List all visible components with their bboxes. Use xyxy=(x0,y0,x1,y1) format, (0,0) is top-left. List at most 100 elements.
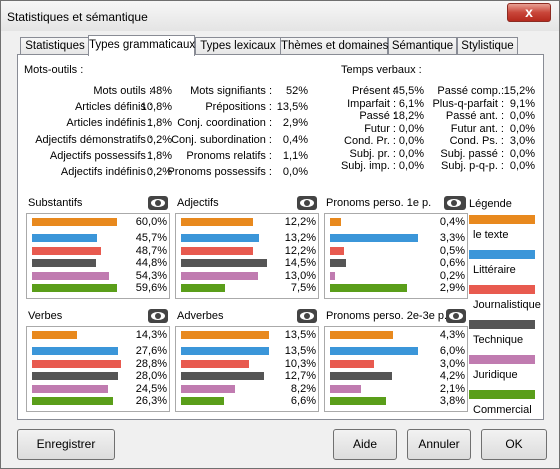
stat-value: 48% xyxy=(149,85,172,97)
chart-value: 8,2% xyxy=(290,382,316,395)
chart-value: 3,8% xyxy=(439,395,465,408)
legend-swatch xyxy=(469,215,535,224)
chart-bar xyxy=(181,234,259,242)
window-title: Statistiques et sémantique xyxy=(7,10,148,24)
chart-value: 27,6% xyxy=(135,345,167,357)
chart-bar xyxy=(330,372,392,381)
close-button[interactable]: x xyxy=(507,3,551,22)
legend-swatch xyxy=(469,285,535,294)
chart-value: 45,7% xyxy=(135,232,167,244)
tab-types-lexicaux[interactable]: Types lexicaux xyxy=(195,37,281,55)
chart-value: 0,4% xyxy=(439,216,465,228)
chart-bar xyxy=(330,359,374,368)
chart-bar xyxy=(330,384,361,393)
tab-themes-et-domaines[interactable]: Thèmes et domaines xyxy=(280,37,388,55)
legend-swatch xyxy=(469,355,535,364)
chart-5: Pronoms perso. 2e-3e p. 4,3% 6,0% 3,0% 4,2% 2… xyxy=(324,308,468,414)
legend-label: Juridique xyxy=(473,369,518,381)
stat-label: Articles définis : xyxy=(74,101,152,114)
tense-value: 15,2% xyxy=(503,85,535,97)
legend-label: Technique xyxy=(473,334,524,346)
chart-bar xyxy=(181,397,224,406)
tense-value: 9,1% xyxy=(509,97,535,110)
chart-bar xyxy=(181,218,253,226)
tense-value: 0,0% xyxy=(398,160,424,172)
chart-value: 6,0% xyxy=(439,345,465,357)
stat-label: Adjectifs indéfinis : xyxy=(60,166,152,178)
tense-label: Futur ant. : xyxy=(450,122,504,135)
tense-label: Futur : xyxy=(364,122,396,135)
tab-semantique[interactable]: Sémantique xyxy=(388,37,457,55)
chart-bars: 60,0% 45,7% 48,7% 44,8% 54,3% 59,6% xyxy=(26,213,170,299)
legend-swatch xyxy=(469,390,535,399)
tab-types-grammaticaux[interactable]: Types grammaticaux xyxy=(88,35,195,56)
tense-value: 0,0% xyxy=(509,160,535,172)
save-button[interactable]: Enregistrer xyxy=(17,429,115,460)
legend-title: Légende xyxy=(469,198,512,210)
tense-label: Subj. imp. : xyxy=(340,160,396,172)
chart-bar xyxy=(32,234,97,242)
cancel-button[interactable]: Annuler xyxy=(407,429,471,460)
chart-bar xyxy=(32,246,101,255)
chart-title: Adjectifs xyxy=(177,197,219,209)
chart-0: Substantifs 60,0% 45,7% 48,7% 44,8% 54,3% 59,6… xyxy=(26,195,170,301)
help-button[interactable]: Aide xyxy=(333,429,397,460)
legend-swatch xyxy=(469,250,535,259)
stat-label: Pronoms relatifs : xyxy=(186,149,272,162)
legend-swatch xyxy=(469,320,535,329)
chart-bars: 0,4% 3,3% 0,5% 0,6% 0,2% 2,9% xyxy=(324,213,468,299)
stat-label: Articles indéfinis : xyxy=(66,117,152,130)
stat-label: Mots outils : xyxy=(93,85,152,97)
chart-value: 12,7% xyxy=(284,370,316,383)
chart-title: Pronoms perso. 2e-3e p. xyxy=(326,310,448,322)
chart-4: Adverbes 13,5% 13,5% 10,3% 12,7% 8,2% 6,6% xyxy=(175,308,319,414)
chart-value: 13,5% xyxy=(284,329,316,341)
chart-value: 0,2% xyxy=(439,269,465,282)
title-bar: Statistiques et sémantique x xyxy=(1,1,559,31)
eye-icon[interactable] xyxy=(148,196,168,210)
chart-bar xyxy=(32,372,118,381)
chart-value: 28,8% xyxy=(135,357,167,370)
eye-icon[interactable] xyxy=(148,309,168,323)
chart-bar xyxy=(330,397,386,406)
eye-icon[interactable] xyxy=(444,196,464,210)
tense-label: Subj. pr. : xyxy=(349,147,396,160)
tab-panel: Mots-outils : Mots outils :48% Articles d… xyxy=(17,54,544,420)
tab-stylistique[interactable]: Stylistique xyxy=(457,37,518,55)
tense-label: Cond. Ps. : xyxy=(449,135,504,147)
chart-bar xyxy=(330,284,407,293)
tense-label: Subj. p-q-p. : xyxy=(441,160,504,172)
chart-value: 60,0% xyxy=(135,216,167,228)
eye-icon[interactable] xyxy=(297,309,317,323)
chart-bar xyxy=(32,331,77,339)
chart-value: 2,1% xyxy=(439,382,465,395)
stat-value: 1,8% xyxy=(146,149,172,162)
tense-label: Cond. Pr. : xyxy=(344,135,396,147)
chart-bar xyxy=(181,359,249,368)
eye-icon[interactable] xyxy=(446,309,466,323)
eye-icon[interactable] xyxy=(297,196,317,210)
chart-title: Verbes xyxy=(28,310,63,322)
stat-value: 1,1% xyxy=(282,149,308,162)
chart-value: 54,3% xyxy=(135,269,167,282)
tense-value: 3,0% xyxy=(509,135,535,147)
tense-label: Subj. passé : xyxy=(440,147,504,160)
ok-button[interactable]: OK xyxy=(481,429,547,460)
chart-bars: 13,5% 13,5% 10,3% 12,7% 8,2% 6,6% xyxy=(175,326,319,412)
stat-value: 52% xyxy=(285,85,308,97)
stat-value: 0,4% xyxy=(282,133,308,146)
tab-statistiques[interactable]: Statistiques xyxy=(20,37,90,55)
chart-value: 3,0% xyxy=(439,357,465,370)
tense-label: Présent : xyxy=(351,85,396,97)
chart-bar xyxy=(181,384,235,393)
chart-bar xyxy=(32,397,113,406)
chart-value: 28,0% xyxy=(135,370,167,383)
chart-bar xyxy=(330,234,418,242)
chart-value: 14,5% xyxy=(284,257,316,270)
chart-value: 4,3% xyxy=(439,329,465,341)
chart-2: Pronoms perso. 1e p. 0,4% 3,3% 0,5% 0,6% 0,2%… xyxy=(324,195,468,301)
tense-value: 0,0% xyxy=(398,135,424,147)
chart-bars: 14,3% 27,6% 28,8% 28,0% 24,5% 26,3% xyxy=(26,326,170,412)
legend-label: Journalistique xyxy=(473,299,541,311)
chart-bar xyxy=(330,218,341,226)
